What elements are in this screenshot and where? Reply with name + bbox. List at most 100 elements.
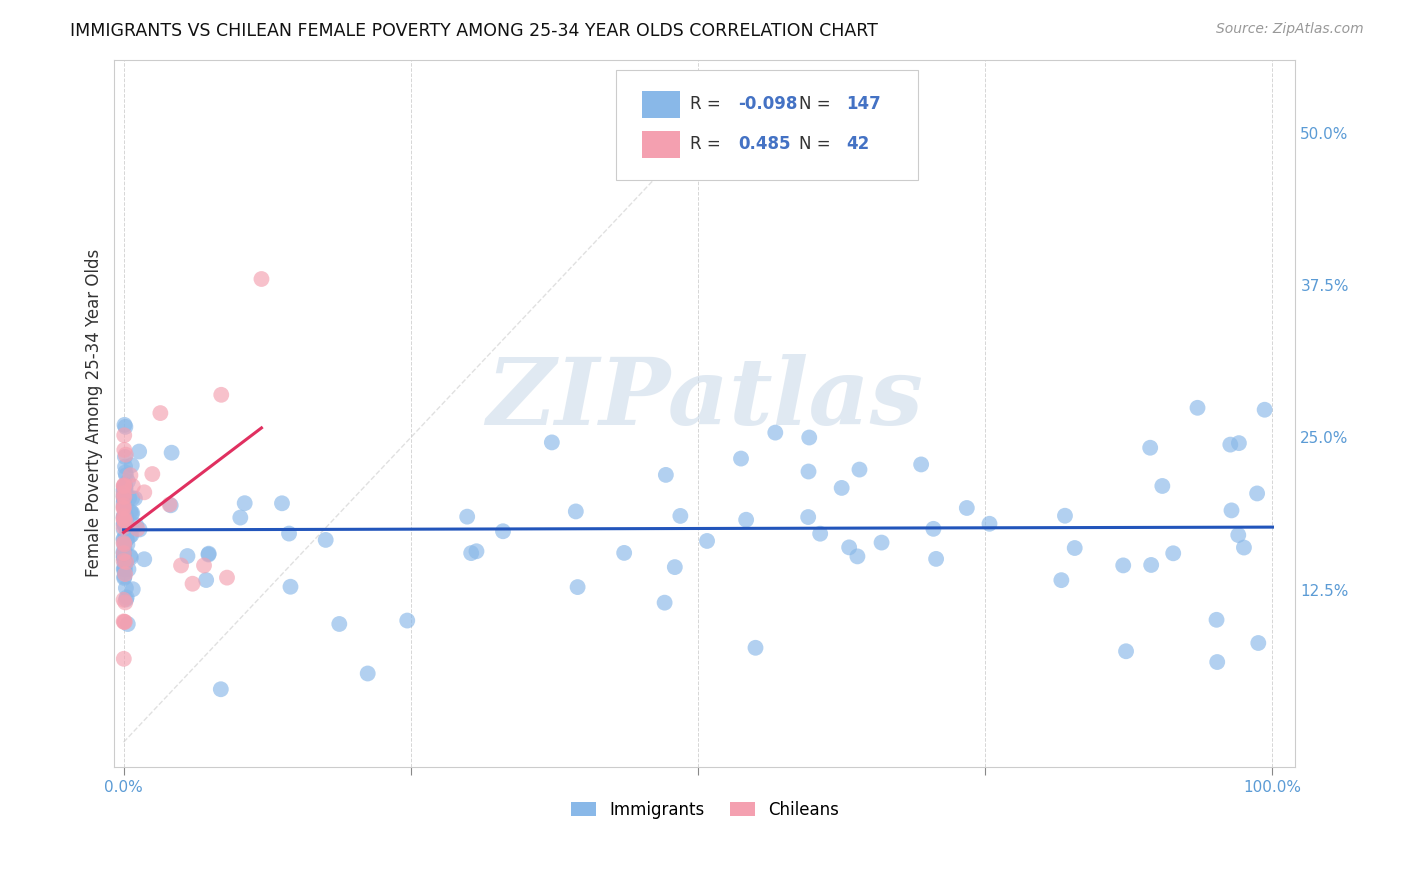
Point (120, 507, 142, 521)
Point (112, 501, 135, 516)
Point (250, 272, 273, 286)
Point (115, 592, 138, 607)
Point (1112, 558, 1135, 573)
Point (114, 518, 136, 533)
Point (112, 493, 135, 508)
Point (114, 507, 136, 521)
Point (121, 458, 143, 473)
Point (120, 528, 142, 542)
Point (112, 533, 135, 547)
Point (125, 518, 148, 533)
Point (112, 500, 135, 514)
Point (128, 444, 150, 458)
Text: IMMIGRANTS VS CHILEAN FEMALE POVERTY AMONG 25-34 YEAR OLDS CORRELATION CHART: IMMIGRANTS VS CHILEAN FEMALE POVERTY AMO… (70, 22, 879, 40)
Point (956, 500, 979, 515)
Point (278, 526, 301, 541)
Point (112, 537, 135, 551)
Point (115, 510, 138, 524)
Point (114, 514, 136, 528)
Point (112, 592, 135, 607)
Point (115, 530, 138, 544)
Point (120, 468, 142, 483)
Point (112, 489, 135, 503)
Point (114, 480, 136, 494)
Point (357, 666, 380, 681)
Point (114, 566, 136, 580)
Point (112, 551, 135, 566)
Point (567, 580, 589, 594)
Point (114, 420, 136, 434)
Point (115, 591, 138, 605)
Point (115, 532, 138, 546)
Point (1253, 402, 1275, 417)
Point (1161, 546, 1184, 560)
Point (115, 521, 138, 535)
Point (114, 501, 136, 516)
Point (112, 562, 135, 576)
Point (112, 571, 135, 585)
Point (159, 498, 181, 512)
Point (112, 537, 135, 551)
Point (112, 546, 135, 560)
Point (112, 615, 135, 629)
Point (112, 490, 135, 504)
Point (112, 485, 135, 500)
Point (846, 549, 869, 564)
Point (669, 508, 692, 523)
Point (114, 482, 136, 496)
Text: N =: N = (800, 136, 837, 153)
Text: 147: 147 (846, 95, 882, 113)
Point (112, 545, 135, 559)
Text: -0.098: -0.098 (738, 95, 797, 113)
Point (114, 492, 136, 507)
Point (112, 442, 135, 457)
Point (565, 504, 588, 518)
Text: 0.485: 0.485 (738, 136, 790, 153)
Legend: Immigrants, Chileans: Immigrants, Chileans (564, 794, 845, 825)
Point (209, 388, 232, 402)
Text: R =: R = (689, 95, 725, 113)
Point (925, 552, 948, 566)
Point (112, 490, 135, 504)
Point (117, 475, 139, 489)
Point (134, 485, 156, 500)
Point (112, 516, 135, 531)
Point (1227, 436, 1250, 450)
Point (848, 462, 870, 476)
Point (117, 562, 139, 576)
Point (121, 582, 143, 597)
Point (115, 581, 138, 595)
Point (112, 570, 135, 584)
Text: Source: ZipAtlas.com: Source: ZipAtlas.com (1216, 22, 1364, 37)
Point (1140, 558, 1163, 572)
Point (112, 510, 135, 524)
Point (1227, 528, 1250, 542)
Point (215, 571, 238, 585)
Point (114, 448, 136, 462)
Point (114, 478, 136, 492)
Point (115, 533, 138, 547)
Point (1219, 437, 1241, 451)
Point (112, 547, 135, 561)
Point (1053, 508, 1076, 523)
Point (127, 522, 149, 536)
Point (730, 451, 752, 466)
Point (1220, 503, 1243, 517)
Point (176, 549, 198, 563)
Point (112, 549, 135, 564)
Point (181, 576, 204, 591)
Point (115, 512, 138, 526)
Point (229, 510, 252, 524)
Point (654, 596, 676, 610)
Point (112, 478, 135, 492)
Point (115, 516, 138, 530)
Point (114, 562, 136, 576)
Point (808, 526, 831, 541)
Point (114, 459, 136, 474)
Point (112, 492, 135, 507)
Point (1246, 486, 1268, 500)
Point (114, 482, 136, 496)
Point (209, 682, 232, 697)
Point (112, 615, 135, 629)
Point (195, 573, 218, 587)
